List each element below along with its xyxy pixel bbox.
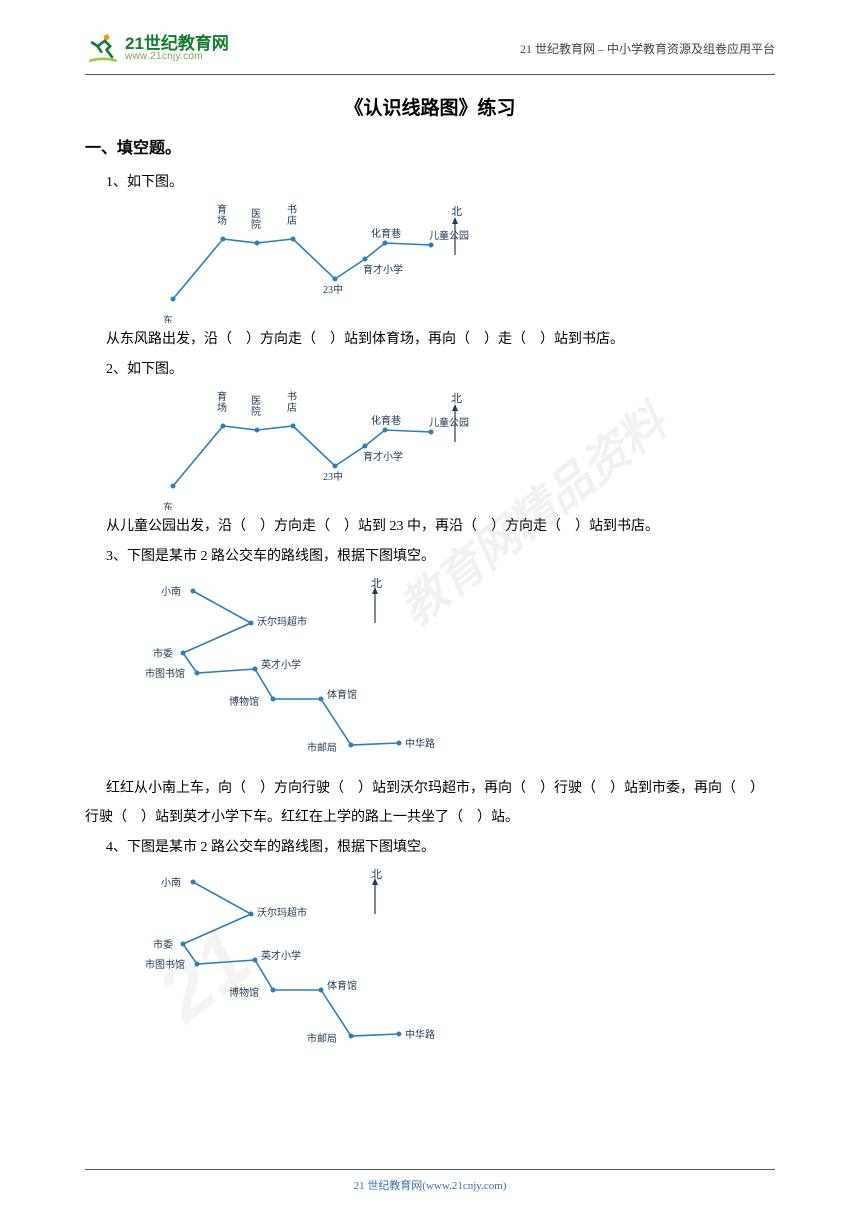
svg-text:书: 书 xyxy=(287,391,297,403)
svg-text:儿童公园: 儿童公园 xyxy=(429,416,469,429)
svg-text:东: 东 xyxy=(163,501,173,510)
q1-body: 从东风路出发，沿（ ）方向走（ ）站到体育场，再向（ ）走（ ）站到书店。 xyxy=(85,325,775,354)
svg-text:育: 育 xyxy=(217,390,227,403)
q1-diagram: 东风路体育场医院书店23中育才小学化育巷儿童公园北 xyxy=(145,203,775,323)
q4-lead: 4、下图是某市 2 路公交车的路线图，根据下图填空。 xyxy=(85,833,775,862)
svg-text:儿童公园: 儿童公园 xyxy=(429,229,469,242)
svg-text:市邮局: 市邮局 xyxy=(307,1032,337,1045)
svg-text:市图书馆: 市图书馆 xyxy=(145,958,185,971)
svg-text:体育馆: 体育馆 xyxy=(327,979,357,992)
svg-text:化育巷: 化育巷 xyxy=(371,227,401,240)
q1-lead: 1、如下图。 xyxy=(85,168,775,197)
header-divider xyxy=(85,74,775,75)
svg-text:沃尔玛超市: 沃尔玛超市 xyxy=(257,906,307,919)
q2-diagram: 东风路体育场医院书店23中育才小学化育巷儿童公园北 xyxy=(145,390,775,510)
svg-text:育才小学: 育才小学 xyxy=(363,450,403,463)
svg-text:育才小学: 育才小学 xyxy=(363,263,403,276)
svg-text:医: 医 xyxy=(251,395,261,407)
svg-text:育: 育 xyxy=(217,203,227,216)
site-logo: 21世纪教育网 www.21cnjy.com xyxy=(85,30,229,66)
route-map-3: 小南沃尔玛超市市委市图书馆 英才小学博物馆 体育馆市邮局 中华路 北 xyxy=(145,577,445,772)
svg-text:中华路: 中华路 xyxy=(405,1028,435,1041)
q4-diagram: 小南沃尔玛超市市委市图书馆 英才小学博物馆 体育馆市邮局 中华路 北 xyxy=(145,868,775,1063)
q2-lead: 2、如下图。 xyxy=(85,355,775,384)
route-map-2: 东风路体育场医院书店23中育才小学化育巷儿童公园北 xyxy=(145,390,475,510)
svg-text:23中: 23中 xyxy=(323,283,343,296)
svg-text:市图书馆: 市图书馆 xyxy=(145,667,185,680)
svg-text:市委: 市委 xyxy=(153,647,173,660)
page-header: 21世纪教育网 www.21cnjy.com 21 世纪教育网 – 中小学教育资… xyxy=(85,30,775,66)
svg-text:店: 店 xyxy=(287,214,297,227)
page-footer: 21 世纪教育网(www.21cnjy.com) xyxy=(0,1169,860,1194)
svg-text:市邮局: 市邮局 xyxy=(307,741,337,754)
q3-lead: 3、下图是某市 2 路公交车的路线图，根据下图填空。 xyxy=(85,542,775,571)
svg-text:英才小学: 英才小学 xyxy=(261,658,301,671)
page-title: 《认识线路图》练习 xyxy=(85,93,775,120)
svg-text:中华路: 中华路 xyxy=(405,737,435,750)
logo-runner-icon xyxy=(85,30,121,66)
svg-text:院: 院 xyxy=(251,218,261,231)
svg-text:书: 书 xyxy=(287,204,297,216)
svg-text:场: 场 xyxy=(217,401,227,414)
logo-main-text: 21世纪教育网 xyxy=(125,35,229,52)
svg-text:北: 北 xyxy=(371,868,382,881)
footer-text: 21 世纪教育网(www.21cnjy.com) xyxy=(354,1180,507,1192)
q3-body: 红红从小南上车，向（ ）方向行驶（ ）站到沃尔玛超市，再向（ ）行驶（ ）站到市… xyxy=(85,774,775,833)
svg-text:博物馆: 博物馆 xyxy=(229,695,259,708)
svg-text:医: 医 xyxy=(251,208,261,220)
svg-text:化育巷: 化育巷 xyxy=(371,414,401,427)
svg-text:店: 店 xyxy=(287,401,297,414)
svg-text:北: 北 xyxy=(371,577,382,590)
svg-text:23中: 23中 xyxy=(323,470,343,483)
svg-text:院: 院 xyxy=(251,405,261,418)
svg-text:小南: 小南 xyxy=(161,876,181,889)
svg-text:体育馆: 体育馆 xyxy=(327,688,357,701)
svg-text:小南: 小南 xyxy=(161,585,181,598)
section-heading: 一、填空题。 xyxy=(85,134,775,158)
footer-divider xyxy=(85,1169,775,1170)
svg-text:场: 场 xyxy=(217,214,227,227)
svg-text:北: 北 xyxy=(451,392,462,405)
q3-diagram: 小南沃尔玛超市市委市图书馆 英才小学博物馆 体育馆市邮局 中华路 北 xyxy=(145,577,775,772)
q2-body: 从儿童公园出发，沿（ ）方向走（ ）站到 23 中，再沿（ ）方向走（ ）站到书… xyxy=(85,512,775,541)
svg-text:东: 东 xyxy=(163,314,173,323)
svg-text:沃尔玛超市: 沃尔玛超市 xyxy=(257,615,307,628)
svg-text:英才小学: 英才小学 xyxy=(261,949,301,962)
logo-url-text: www.21cnjy.com xyxy=(125,52,229,62)
svg-text:市委: 市委 xyxy=(153,938,173,951)
svg-text:博物馆: 博物馆 xyxy=(229,986,259,999)
route-map-1: 东风路体育场医院书店23中育才小学化育巷儿童公园北 xyxy=(145,203,475,323)
header-tagline: 21 世纪教育网 – 中小学教育资源及组卷应用平台 xyxy=(520,40,775,57)
route-map-4: 小南沃尔玛超市市委市图书馆 英才小学博物馆 体育馆市邮局 中华路 北 xyxy=(145,868,445,1063)
svg-text:北: 北 xyxy=(451,205,462,218)
